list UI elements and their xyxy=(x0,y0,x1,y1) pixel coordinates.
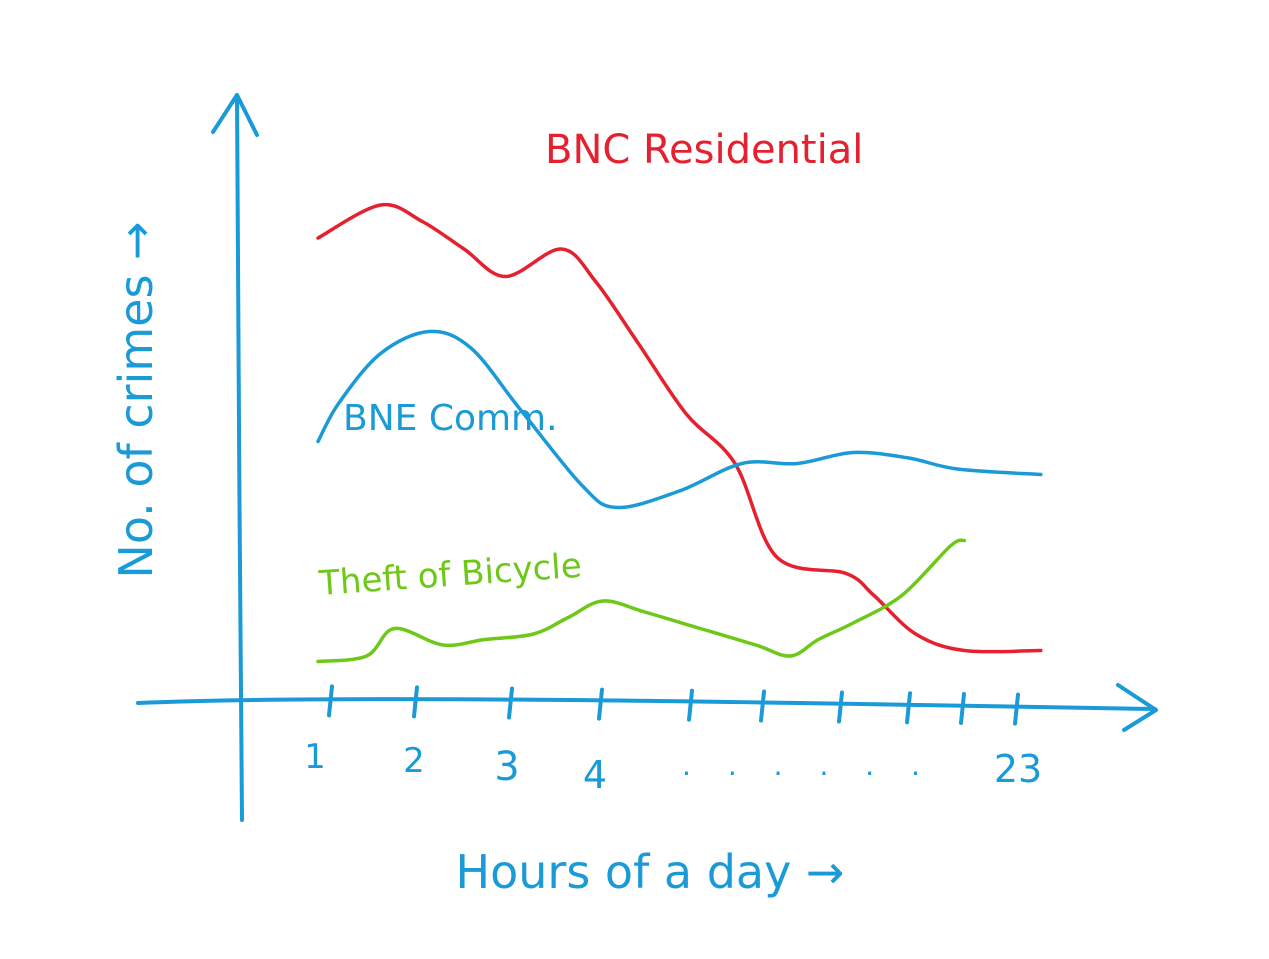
x-tick-labels: 1 2 3 4 . . . . . . 23 xyxy=(304,737,1042,797)
x-tick-label-4: 4 xyxy=(583,753,607,797)
axes xyxy=(136,93,1158,822)
x-axis-arrowhead xyxy=(1116,683,1158,732)
x-tick-5 xyxy=(687,688,694,722)
series-line-commercial xyxy=(316,329,1043,510)
x-tick-2 xyxy=(412,685,419,719)
x-axis-line xyxy=(136,697,1157,711)
x-tick-1 xyxy=(327,684,334,718)
series-label-residential: BNC Residential xyxy=(545,127,863,173)
x-tick-10 xyxy=(1013,692,1020,726)
series-lines xyxy=(316,202,1043,664)
x-tick-label-23: 23 xyxy=(994,747,1042,791)
series-label-commercial: BNE Comm. xyxy=(343,398,558,439)
x-axis-ticks xyxy=(327,684,1020,726)
y-axis-title: No. of crimes → xyxy=(109,221,163,578)
x-axis-title: Hours of a day → xyxy=(456,845,845,899)
x-tick-7 xyxy=(837,690,844,724)
y-axis-arrowhead xyxy=(211,93,259,137)
x-tick-6 xyxy=(759,689,766,723)
series-line-residential xyxy=(316,202,1043,654)
x-tick-8 xyxy=(905,691,912,725)
x-tick-3 xyxy=(507,686,514,720)
series-line-bicycle xyxy=(316,538,967,664)
x-tick-label-1: 1 xyxy=(304,737,326,777)
x-tick-9 xyxy=(959,691,966,725)
x-tick-label-2: 2 xyxy=(403,741,425,781)
x-tick-ellipsis: . . . . . . xyxy=(682,749,934,782)
series-label-bicycle: Theft of Bicycle xyxy=(317,546,583,604)
x-tick-4 xyxy=(597,687,604,721)
x-tick-label-3: 3 xyxy=(494,744,519,790)
y-axis-line xyxy=(235,93,244,822)
